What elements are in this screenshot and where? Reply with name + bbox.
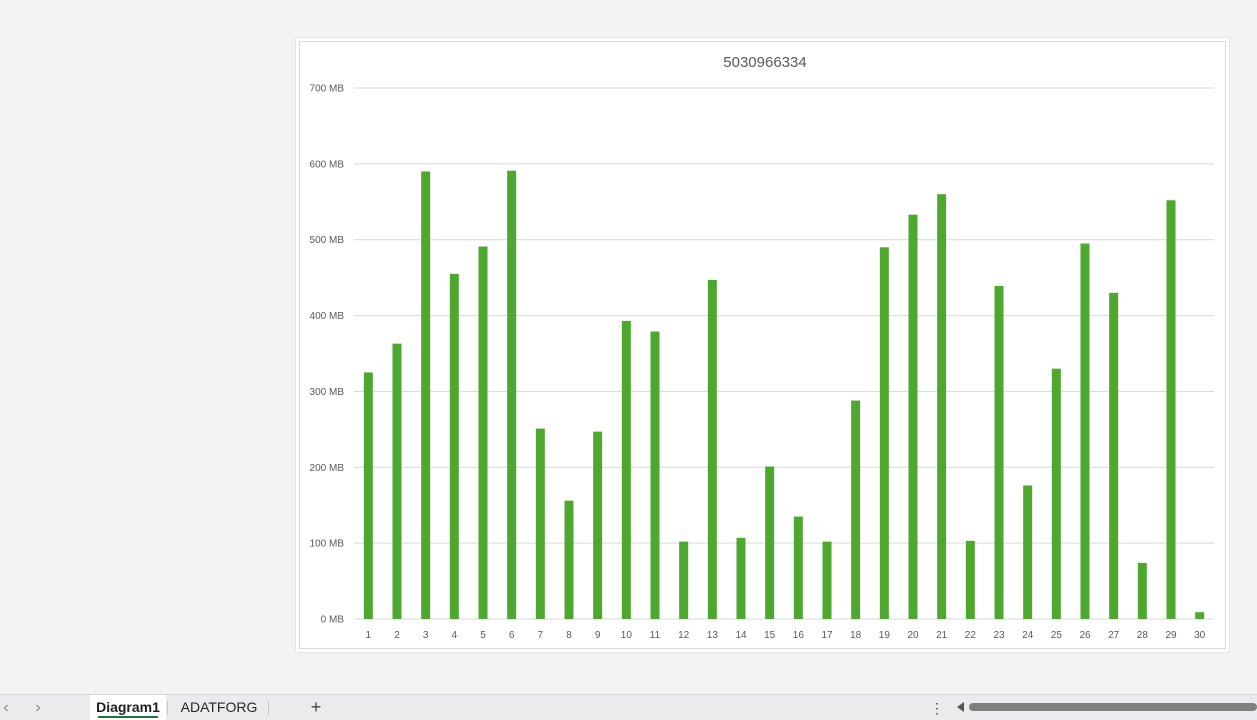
bar[interactable] [879,247,889,620]
add-sheet-button[interactable]: + [306,696,326,718]
x-tick-label: 12 [678,630,690,641]
bar[interactable] [1051,368,1061,619]
horizontal-scrollbar[interactable] [955,699,1257,715]
bar[interactable] [593,431,603,619]
gridlines [354,87,1214,620]
scrollbar-track[interactable] [969,703,1257,711]
bar[interactable] [449,273,459,619]
bar[interactable] [507,170,517,620]
bar[interactable] [392,343,402,619]
bar[interactable] [736,537,746,619]
bar[interactable] [1137,562,1147,619]
y-tick-label: 500 MB [310,235,345,246]
chart-area[interactable]: 5030966334 0 MB 100 MB 200 MB 300 MB 400 MB 5… [299,41,1226,649]
y-tick-label: 600 MB [310,159,345,170]
x-tick-label: 28 [1137,630,1149,641]
plus-icon: + [310,697,322,717]
x-tick-label: 14 [735,630,747,641]
sheet-tab-bar: ‹ › Diagram1 ADATFORG + ⋮ [0,694,1257,720]
bar[interactable] [908,214,918,619]
y-tick-label: 0 MB [321,615,345,626]
bar[interactable] [363,372,373,619]
bar[interactable] [822,541,832,619]
x-tick-label: 27 [1108,630,1120,641]
x-tick-label: 4 [452,630,458,641]
vertical-ellipsis-icon: ⋮ [930,700,944,716]
x-tick-label: 29 [1165,630,1177,641]
bar[interactable] [1080,243,1090,619]
bar[interactable] [937,194,947,619]
bar[interactable] [1195,612,1205,619]
x-tick-label: 23 [993,630,1005,641]
chart-title[interactable]: 5030966334 [723,54,806,71]
x-tick-label: 13 [707,630,719,641]
bar[interactable] [621,320,631,619]
tab-label: ADATFORG [180,699,258,715]
tab-adatforg[interactable]: ADATFORG [172,695,266,720]
y-tick-label: 300 MB [310,387,345,398]
more-options-button[interactable]: ⋮ [930,698,944,718]
x-tick-label: 21 [936,630,948,641]
sheet-workspace: 5030966334 0 MB 100 MB 200 MB 300 MB 400 MB 5… [295,37,1230,653]
bar[interactable] [650,331,660,619]
bar[interactable] [679,541,689,619]
x-tick-label: 3 [423,630,429,641]
prev-sheet-button[interactable]: ‹ [0,698,15,718]
x-tick-label: 8 [566,630,572,641]
next-sheet-button[interactable]: › [29,698,47,718]
x-tick-label: 22 [965,630,977,641]
tab-divider [268,701,269,715]
y-tick-label: 400 MB [310,311,345,322]
x-tick-label: 20 [907,630,919,641]
x-tick-label: 16 [793,630,805,641]
bar[interactable] [535,428,545,619]
x-tick-label: 26 [1079,630,1091,641]
x-tick-label: 17 [821,630,833,641]
bar[interactable] [478,246,488,619]
y-tick-label: 200 MB [310,463,345,474]
y-tick-label: 700 MB [310,84,345,95]
tab-diagram1[interactable]: Diagram1 [90,695,166,720]
bar[interactable] [793,516,803,619]
x-tick-label: 7 [538,630,544,641]
scrollbar-thumb[interactable] [969,703,1257,711]
data-series[interactable] [363,170,1205,620]
y-axis-labels: 0 MB 100 MB 200 MB 300 MB 400 MB 500 MB 600 MB… [310,84,345,626]
x-tick-label: 9 [595,630,601,641]
x-tick-label: 1 [366,630,372,641]
tab-label: Diagram1 [96,699,160,715]
bar[interactable] [851,400,861,619]
bar[interactable] [965,540,975,619]
x-tick-label: 11 [650,630,661,641]
bar[interactable] [765,466,775,619]
bar[interactable] [1109,292,1119,619]
bar[interactable] [994,285,1004,619]
x-tick-label: 6 [509,630,515,641]
x-tick-label: 30 [1194,630,1206,641]
x-tick-label: 24 [1022,630,1034,641]
tab-divider [167,701,168,715]
chart-sheet[interactable]: 5030966334 0 MB 100 MB 200 MB 300 MB 400 MB 5… [295,37,1230,653]
bar[interactable] [421,171,431,619]
chevron-right-icon: › [35,699,41,716]
active-tab-indicator [98,716,158,718]
x-tick-label: 25 [1051,630,1063,641]
scroll-left-arrow-icon[interactable] [955,699,967,715]
x-tick-label: 2 [394,630,400,641]
x-axis-labels: 1 2 3 4 5 6 7 8 9 10 11 12 13 14 15 16 17 18 19 20 21 22 23 24 2… [366,630,1206,641]
y-tick-label: 100 MB [310,539,345,550]
x-tick-label: 5 [480,630,486,641]
chevron-left-icon: ‹ [3,699,9,716]
bar[interactable] [1166,200,1176,620]
bar[interactable] [707,279,717,619]
bar[interactable] [1023,485,1033,619]
x-tick-label: 19 [879,630,891,641]
x-tick-label: 18 [850,630,862,641]
x-tick-label: 10 [621,630,633,641]
bar[interactable] [564,500,574,619]
bar-chart[interactable]: 5030966334 0 MB 100 MB 200 MB 300 MB 400 MB 5… [300,42,1225,648]
x-tick-label: 15 [764,630,776,641]
